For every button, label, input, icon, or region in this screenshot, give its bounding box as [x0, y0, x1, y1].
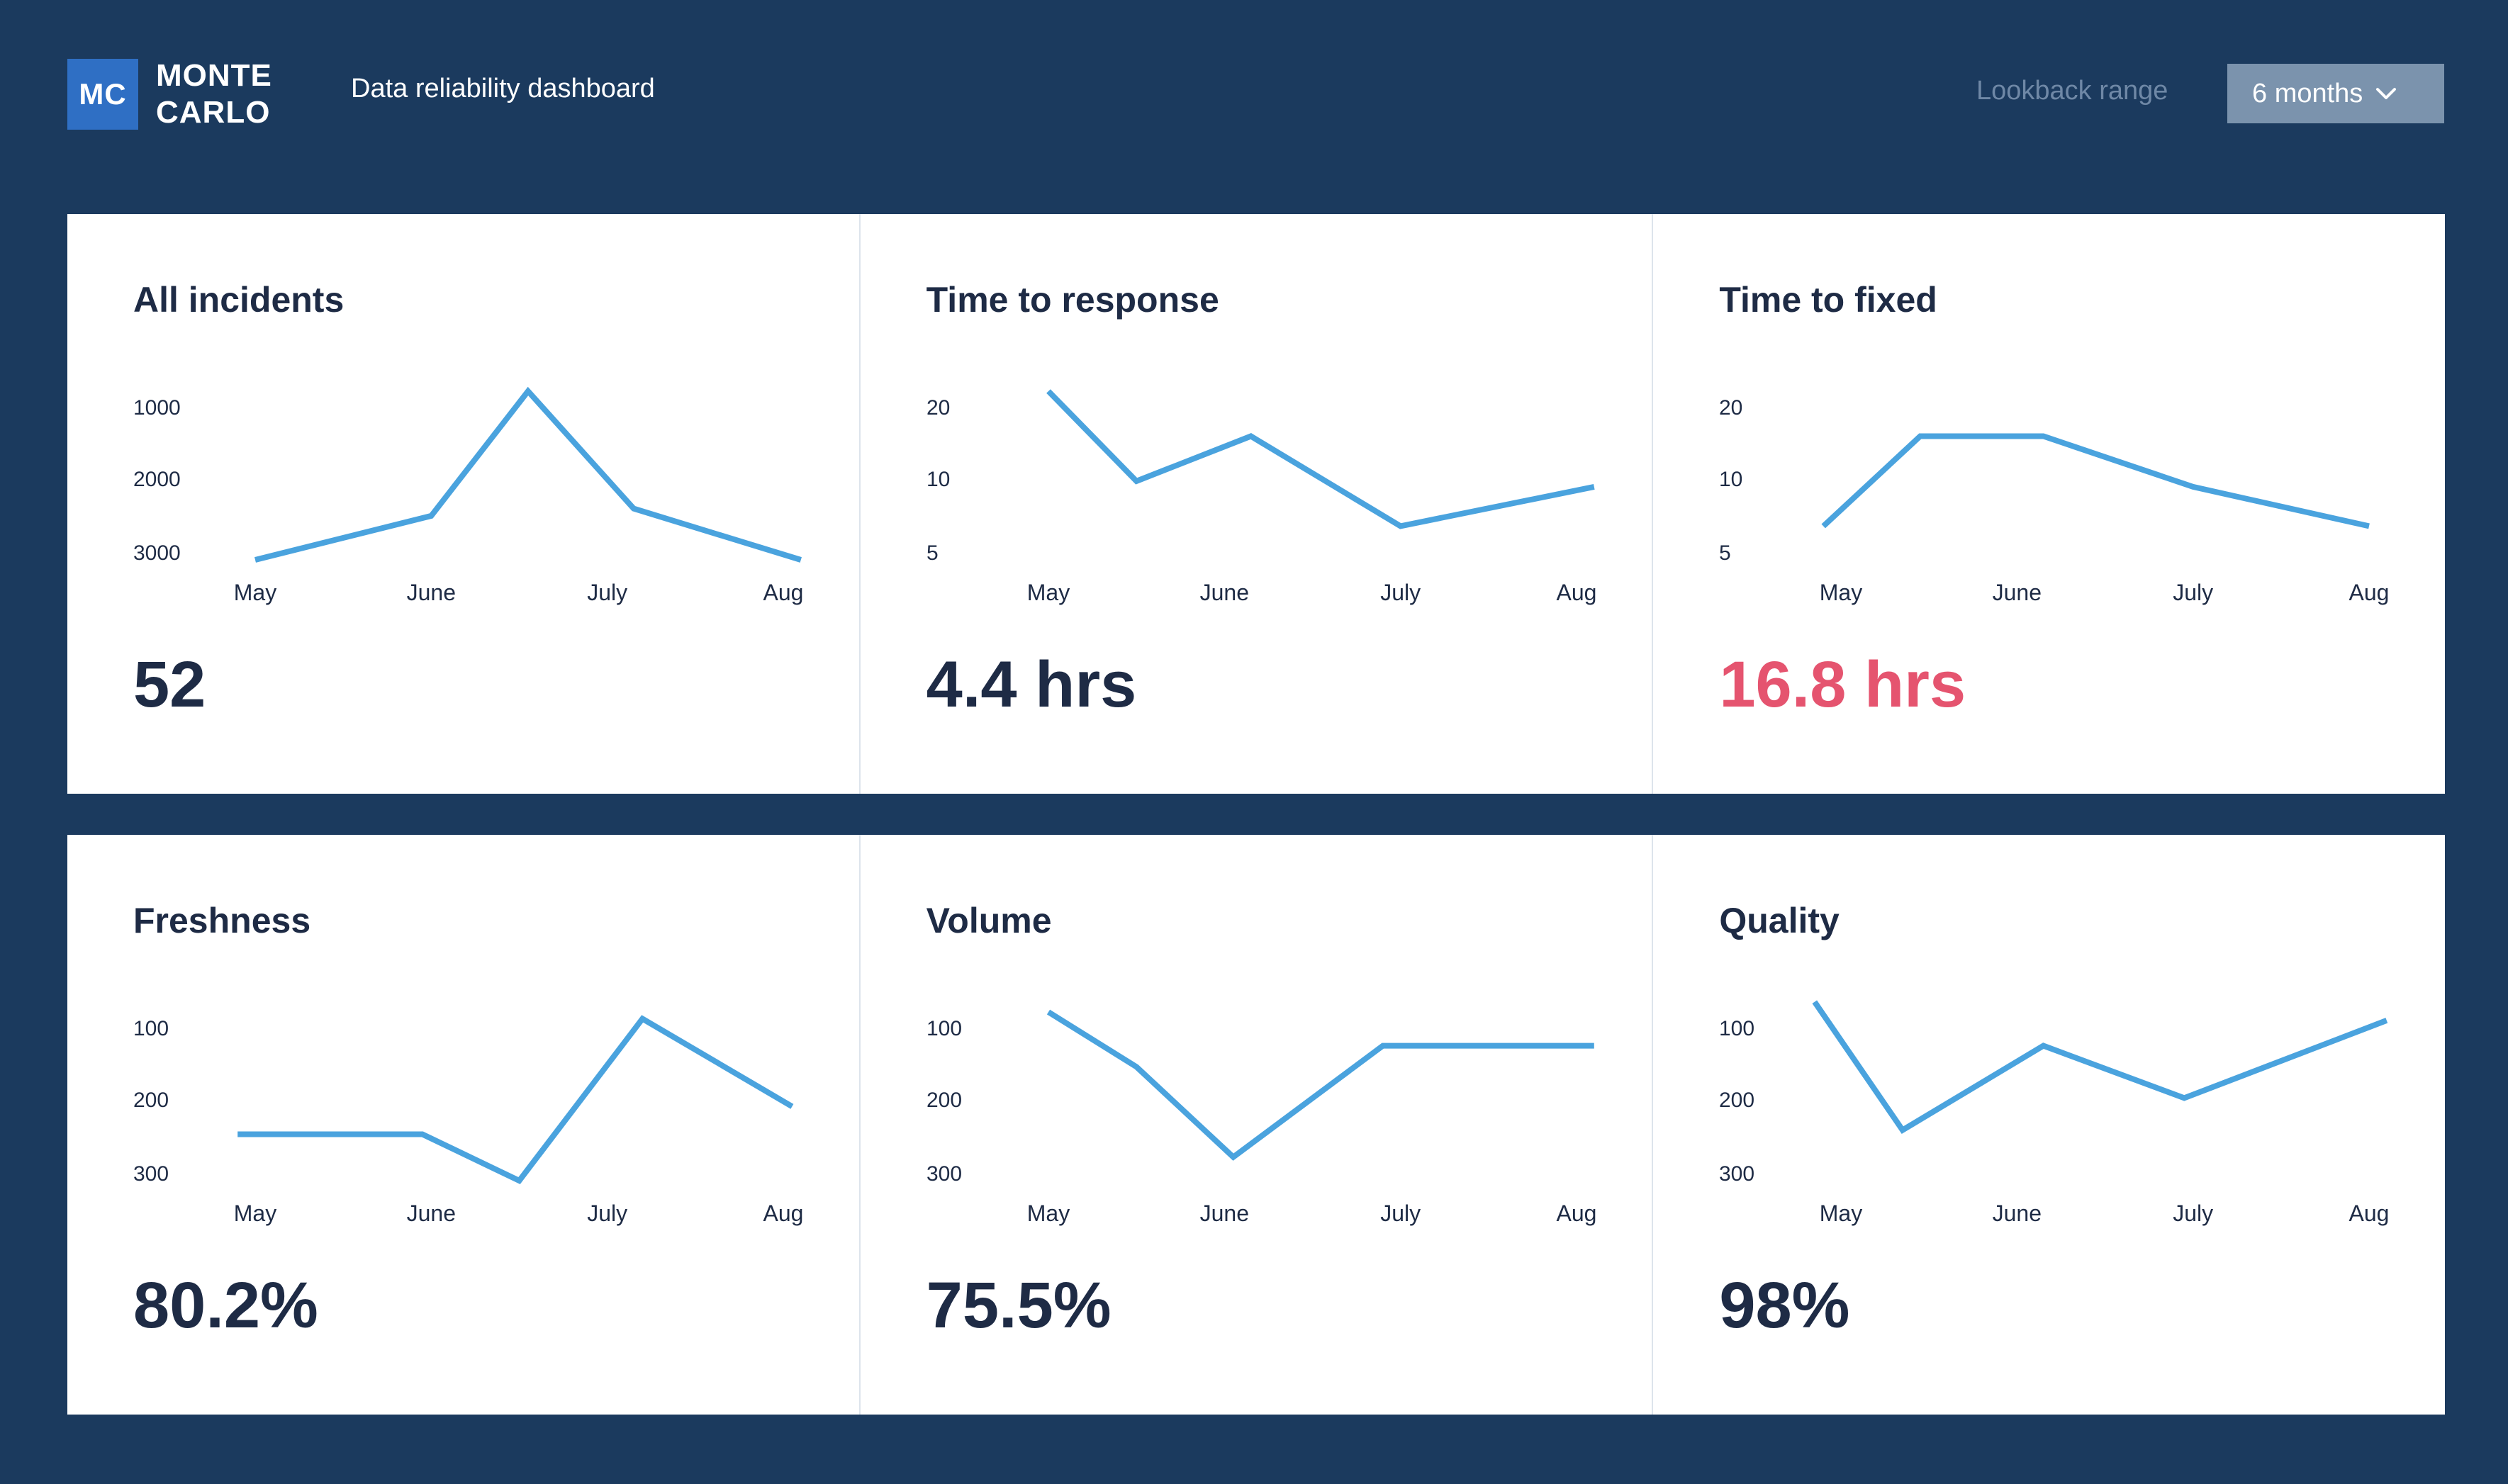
x-tick-label: June [1993, 1201, 2042, 1226]
app-title: Data reliability dashboard [351, 74, 655, 103]
y-tick-label: 300 [1719, 1162, 1754, 1186]
y-tick-label: 5 [926, 541, 939, 565]
logo-wordmark: MONTE CARLO [156, 57, 272, 131]
card-title: Quality [1719, 901, 1840, 940]
y-tick-label: 200 [926, 1089, 962, 1112]
lookback-range-label: Lookback range [1976, 76, 2168, 106]
y-tick-label: 20 [926, 396, 950, 420]
chart-time-to-fixed: 20 10 5 May June July Aug [1719, 396, 2390, 605]
card-value: 16.8 hrs [1719, 648, 1966, 721]
card-value: 98% [1719, 1269, 1850, 1342]
logo[interactable]: MC MONTE CARLO [67, 57, 272, 131]
lookback-range-select[interactable]: 6 months [2227, 64, 2444, 123]
logo-line-1: MONTE [156, 58, 272, 93]
card-title: Volume [926, 901, 1052, 940]
y-tick-label: 10 [1719, 468, 1742, 491]
x-tick-label: June [407, 580, 456, 605]
y-tick-label: 200 [133, 1089, 169, 1112]
x-tick-label: June [1199, 580, 1248, 605]
x-tick-label: July [2173, 1201, 2214, 1226]
x-tick-label: July [2173, 580, 2214, 605]
card-title: All incidents [133, 280, 345, 320]
x-tick-label: July [587, 1201, 627, 1226]
metrics-panel-quality: Freshness 100 200 300 May June July Aug 80.2% … [67, 835, 2445, 1415]
x-tick-label: June [1199, 1201, 1248, 1226]
logo-line-2: CARLO [156, 95, 271, 130]
card-quality[interactable]: Quality 100 200 300 May June July Aug 98% [1652, 835, 2445, 1415]
card-value: 52 [133, 648, 206, 721]
x-tick-label: May [234, 1201, 276, 1226]
x-tick-label: June [1993, 580, 2042, 605]
x-tick-label: May [234, 580, 276, 605]
card-title: Time to response [926, 280, 1219, 320]
logo-mark: MC [67, 59, 138, 130]
series-line [1812, 1000, 2388, 1134]
y-tick-label: 5 [1719, 541, 1731, 565]
card-time-to-fixed[interactable]: Time to fixed 20 10 5 May June July Aug 16.8 h… [1652, 214, 2445, 794]
card-volume[interactable]: Volume 100 200 300 May June July Aug 75.5% [858, 835, 1652, 1415]
x-tick-label: Aug [2349, 1201, 2390, 1226]
chart-quality: 100 200 300 May June July Aug [1719, 1000, 2390, 1226]
chart-time-to-response: 20 10 5 May June July Aug [926, 389, 1596, 605]
metrics-panel-incidents: All incidents 1000 2000 3000 May June July Aug… [67, 214, 2445, 794]
x-tick-label: July [587, 580, 627, 605]
y-tick-label: 2000 [133, 468, 181, 491]
x-tick-label: Aug [763, 1201, 804, 1226]
chart-all-incidents: 1000 2000 3000 May June July Aug [133, 386, 804, 605]
chart-volume: 100 200 300 May June July Aug [926, 1009, 1596, 1226]
x-tick-label: Aug [763, 580, 804, 605]
series-line [1046, 1009, 1594, 1161]
y-tick-label: 300 [133, 1162, 169, 1186]
x-tick-label: June [407, 1201, 456, 1226]
y-tick-label: 10 [926, 468, 950, 491]
y-tick-label: 100 [926, 1017, 962, 1040]
x-tick-label: May [1820, 580, 1862, 605]
y-tick-label: 20 [1719, 396, 1742, 420]
chart-freshness: 100 200 300 May June July Aug [133, 1015, 804, 1226]
chevron-down-icon [2376, 88, 2397, 99]
card-time-to-response[interactable]: Time to response 20 10 5 May June July Aug 4.4… [858, 214, 1652, 794]
x-tick-label: May [1026, 1201, 1069, 1226]
y-tick-label: 200 [1719, 1089, 1754, 1112]
x-tick-label: Aug [1556, 580, 1596, 605]
card-title: Freshness [133, 901, 311, 940]
x-tick-label: May [1820, 1201, 1862, 1226]
card-value: 80.2% [133, 1269, 318, 1342]
x-tick-label: Aug [1556, 1201, 1596, 1226]
lookback-range-value: 6 months [2252, 78, 2363, 108]
y-tick-label: 100 [133, 1017, 169, 1040]
card-freshness[interactable]: Freshness 100 200 300 May June July Aug 80.2% [67, 835, 859, 1415]
x-tick-label: July [1380, 580, 1421, 605]
series-line [237, 1015, 794, 1185]
series-line [254, 386, 802, 563]
series-line [1046, 389, 1595, 529]
x-tick-label: Aug [2349, 580, 2390, 605]
y-tick-label: 100 [1719, 1017, 1754, 1040]
x-tick-label: July [1380, 1201, 1421, 1226]
series-line [1821, 433, 2370, 529]
card-value: 75.5% [926, 1269, 1112, 1342]
card-all-incidents[interactable]: All incidents 1000 2000 3000 May June July Aug… [67, 214, 859, 794]
y-tick-label: 3000 [133, 541, 181, 565]
x-tick-label: May [1026, 580, 1069, 605]
card-title: Time to fixed [1719, 280, 1937, 320]
y-tick-label: 300 [926, 1162, 962, 1186]
y-tick-label: 1000 [133, 396, 181, 420]
card-value: 4.4 hrs [926, 648, 1137, 721]
